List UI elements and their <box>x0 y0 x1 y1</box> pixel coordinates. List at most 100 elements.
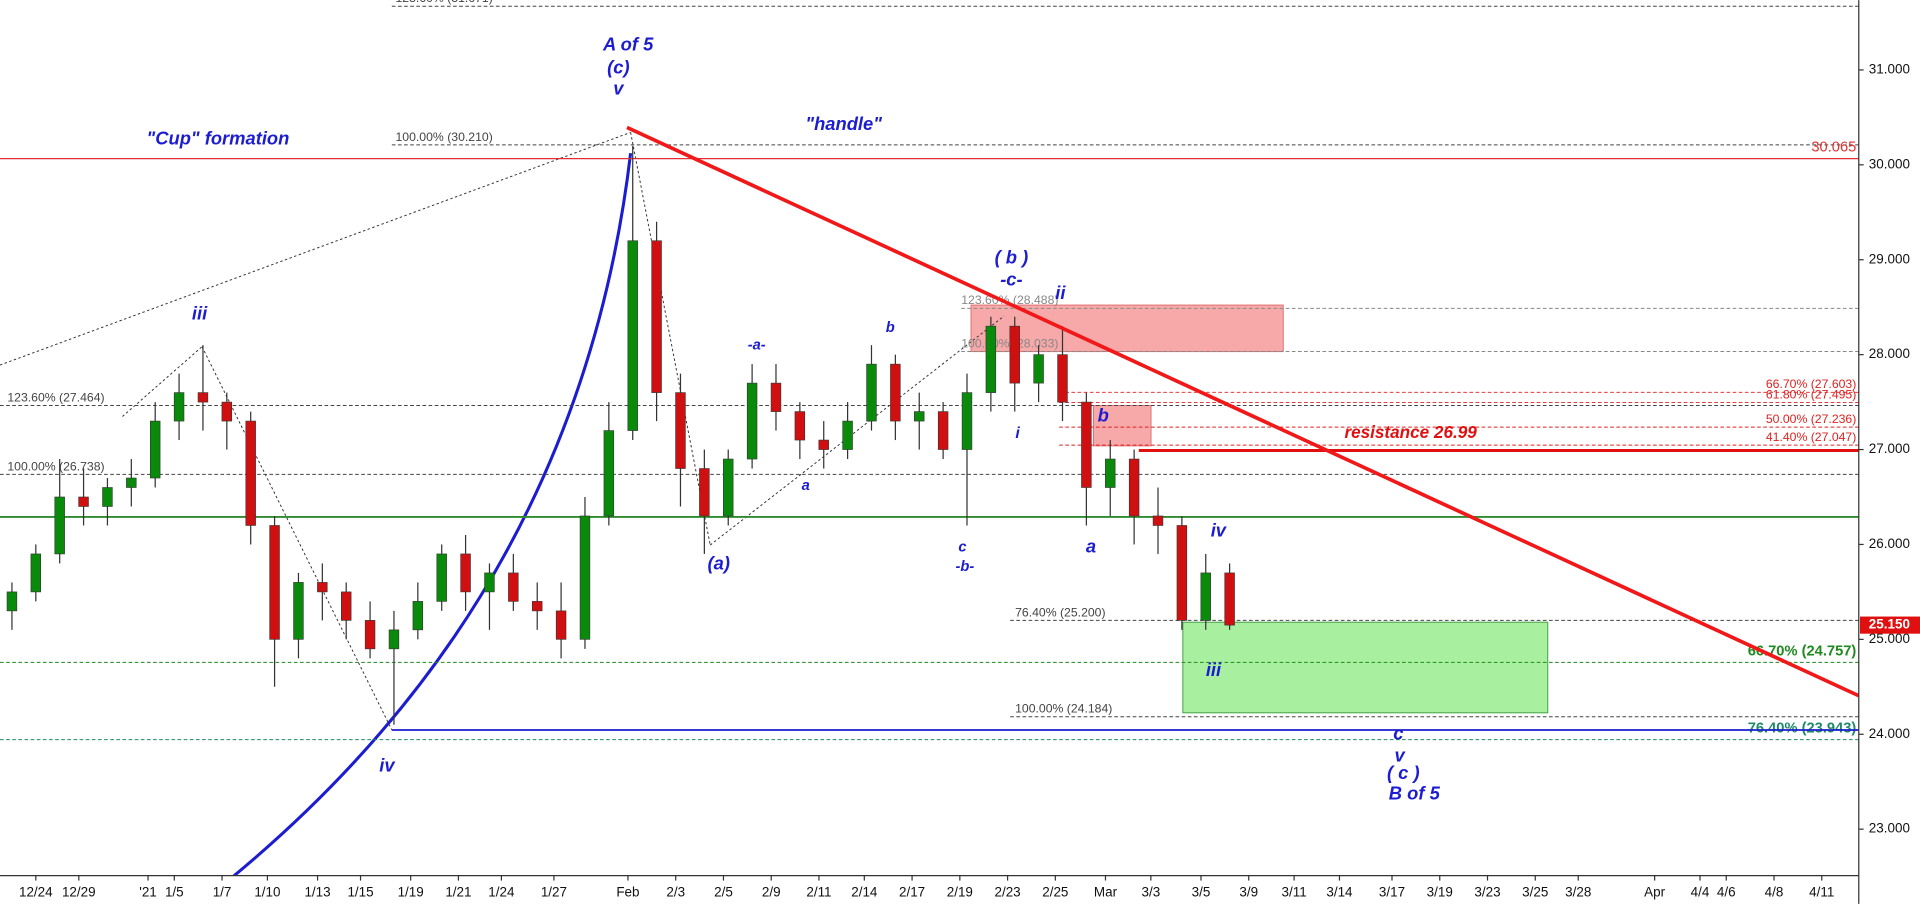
candle-body <box>364 620 376 650</box>
x-tick-label: 12/29 <box>62 884 96 899</box>
x-tick-label: 1/15 <box>347 884 373 899</box>
fib-label: 123.60% (27.464) <box>7 390 104 404</box>
wave-label: ii <box>1055 282 1066 303</box>
candle-body <box>961 392 973 450</box>
x-tick-label: Mar <box>1094 884 1118 899</box>
candle-body <box>508 572 519 602</box>
candle-body <box>794 411 806 441</box>
wave-label: i <box>1015 425 1020 442</box>
candle-body <box>1176 525 1188 621</box>
x-tick-label: '21 <box>139 884 157 899</box>
candle-body <box>173 392 185 422</box>
wave-label: (c) <box>607 57 629 78</box>
wave-label: iii <box>192 303 208 324</box>
cup-curve <box>231 153 633 879</box>
wave-label: a <box>1086 535 1096 556</box>
candle-body <box>1033 354 1044 384</box>
candle-body <box>866 363 877 422</box>
candle-body <box>1224 572 1235 626</box>
y-tick-label: 23.000 <box>1869 821 1910 836</box>
candle-body <box>555 610 567 640</box>
wave-label: B of 5 <box>1389 783 1441 804</box>
x-tick-label: 2/19 <box>947 884 973 899</box>
x-tick-label: 2/5 <box>714 884 733 899</box>
price-level-label: 30.065 <box>1811 140 1856 156</box>
wave-label: -b- <box>956 559 975 575</box>
x-tick-label: 3/14 <box>1326 884 1353 899</box>
fib-label: 66.70% (27.603) <box>1766 377 1856 391</box>
candle-body <box>603 430 615 517</box>
x-tick-label: 2/23 <box>994 884 1020 899</box>
candle-body <box>890 363 901 422</box>
x-tick-label: 1/19 <box>398 884 424 899</box>
pattern-label: "Cup" formation <box>147 128 290 149</box>
y-tick-label: 24.000 <box>1869 726 1910 741</box>
y-tick-label: 28.000 <box>1869 346 1910 361</box>
candle-body <box>818 439 829 450</box>
wave-label: -c- <box>1000 268 1022 289</box>
wave-label: -a- <box>748 337 766 353</box>
wave-label: a <box>802 478 810 494</box>
target-zone <box>1182 621 1549 714</box>
candle-body <box>78 496 89 507</box>
fib-label: 100.00% (26.738) <box>7 459 104 473</box>
data-layer: 123.60% (31.671) 100.00% (30.210) 123.60% … <box>0 0 1859 741</box>
candle-body <box>1128 458 1140 517</box>
x-tick-label: 3/19 <box>1427 884 1453 899</box>
wave-label: c <box>958 539 966 555</box>
x-tick-label: 12/24 <box>19 884 53 899</box>
candle-body <box>1152 515 1164 526</box>
candle-body <box>460 553 471 593</box>
x-tick-label: 1/24 <box>488 884 515 899</box>
candle-body <box>675 392 686 469</box>
candle-body <box>651 240 662 393</box>
candle-body <box>532 601 543 612</box>
candle-body <box>221 401 233 422</box>
price-axis-bg <box>1858 0 1920 904</box>
candle-body <box>1105 458 1116 488</box>
fib-label: 100.00% (30.210) <box>396 130 493 144</box>
x-tick-label: 2/14 <box>851 884 878 899</box>
candle-body <box>317 582 328 593</box>
x-tick-label: 3/9 <box>1239 884 1258 899</box>
wave-label: ( b ) <box>995 246 1029 267</box>
wave-label: v <box>613 77 625 98</box>
wave-line <box>122 346 203 417</box>
fib-label: 123.60% (28.488) <box>961 293 1058 307</box>
y-tick-label: 27.000 <box>1869 441 1910 456</box>
candle-body <box>746 382 758 460</box>
x-tick-label: 3/23 <box>1474 884 1500 899</box>
candle-body <box>1200 572 1211 621</box>
candle-body <box>1057 354 1068 403</box>
candle-body <box>197 392 209 403</box>
x-tick-label: 3/11 <box>1282 884 1307 899</box>
candle-body <box>842 420 853 450</box>
trendline <box>626 125 1860 698</box>
wave-label: ( c ) <box>1387 762 1420 783</box>
pattern-label: "handle" <box>805 113 882 134</box>
x-tick-label: 3/25 <box>1522 884 1548 899</box>
y-tick-label: 26.000 <box>1869 536 1910 551</box>
wave-label: iii <box>1206 659 1222 680</box>
x-tick-label: 4/4 <box>1691 884 1710 899</box>
x-tick-label: 3/28 <box>1565 884 1591 899</box>
wave-label: iv <box>379 755 396 776</box>
fib-label: 76.40% (23.943) <box>1748 721 1857 737</box>
x-tick-label: 2/3 <box>666 884 685 899</box>
wave-label: v <box>1394 745 1406 766</box>
candle-body <box>770 382 782 412</box>
x-tick-label: 4/6 <box>1717 884 1736 899</box>
candle-body <box>126 477 137 488</box>
wave-label: b <box>1098 404 1109 425</box>
x-tick-label: 3/17 <box>1379 884 1405 899</box>
x-tick-label: Feb <box>616 884 639 899</box>
x-tick-label: 2/11 <box>806 884 831 899</box>
wave-label: iv <box>1211 519 1228 540</box>
candle-body <box>388 629 400 650</box>
last-price-box <box>1860 616 1920 634</box>
y-tick-label: 30.000 <box>1869 156 1910 171</box>
resistance-zone <box>970 304 1284 353</box>
